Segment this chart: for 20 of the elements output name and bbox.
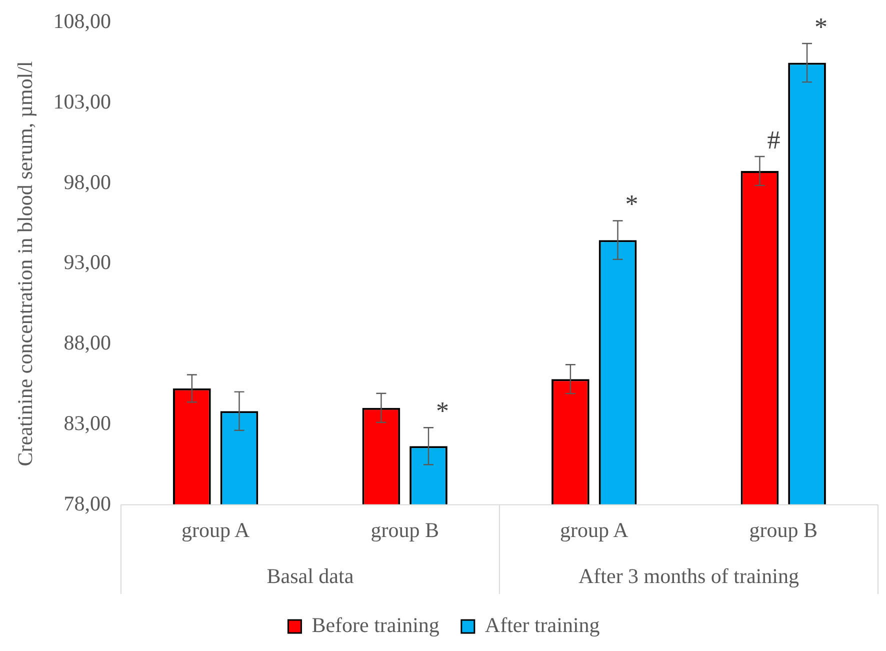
y-tick-label: 83,00 (64, 410, 111, 435)
y-tick-label: 88,00 (64, 330, 111, 355)
x-tick-label: group B (370, 518, 439, 542)
legend-label: Before training (312, 613, 440, 638)
y-tick-label: 108,00 (53, 9, 111, 34)
text: Basal data (266, 564, 354, 588)
y-tick-label: 78,00 (64, 491, 111, 516)
x-tick-label: group A (560, 518, 630, 542)
y-axis-title: Creatinine concentration in blood serum, µmol/l (13, 60, 38, 466)
x-tick-label: group A (181, 518, 251, 542)
y-tick-label: 98,00 (64, 170, 111, 194)
legend-label: After training (484, 613, 600, 638)
x-tick-label: group B (749, 518, 818, 542)
data-label: # (767, 125, 780, 154)
y-tick-label: 103,00 (53, 89, 111, 114)
data-label: * (814, 12, 828, 42)
text: After 3 months of training (578, 564, 800, 588)
y-tick-label: 93,00 (64, 250, 111, 274)
data-label: * (625, 190, 638, 219)
data-label: * (436, 396, 449, 426)
